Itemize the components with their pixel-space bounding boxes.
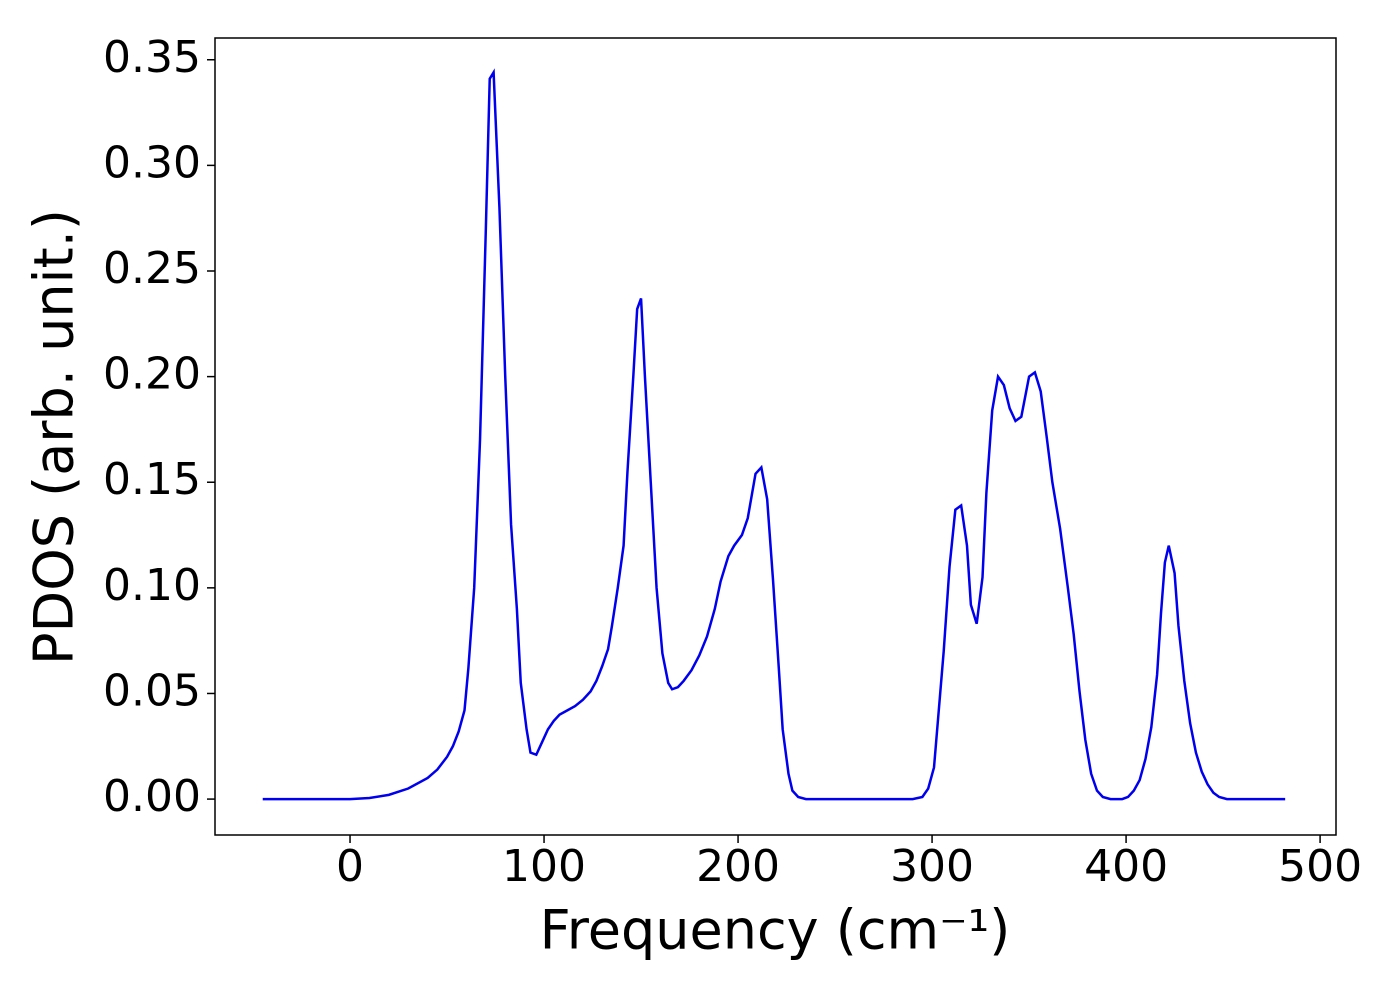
x-tick-label: 200 [696, 841, 780, 892]
y-tick-label: 0.15 [103, 454, 201, 505]
y-tick-label: 0.25 [103, 243, 201, 294]
y-axis-label: PDOS (arb. unit.) [23, 209, 86, 665]
x-axis-label: Frequency (cm⁻¹) [540, 899, 1011, 962]
y-tick-label: 0.00 [103, 771, 201, 822]
y-tick-label: 0.10 [103, 560, 201, 611]
x-tick-label: 300 [890, 841, 974, 892]
y-tick-label: 0.20 [103, 349, 201, 400]
y-tick-label: 0.35 [103, 32, 201, 83]
y-tick-label: 0.05 [103, 665, 201, 716]
x-tick-label: 500 [1278, 841, 1362, 892]
y-tick-label: 0.30 [103, 137, 201, 188]
x-tick-label: 400 [1084, 841, 1168, 892]
x-tick-label: 0 [336, 841, 364, 892]
plot-frame [214, 37, 1337, 836]
data-line [262, 68, 1286, 801]
x-tick-label: 100 [502, 841, 586, 892]
